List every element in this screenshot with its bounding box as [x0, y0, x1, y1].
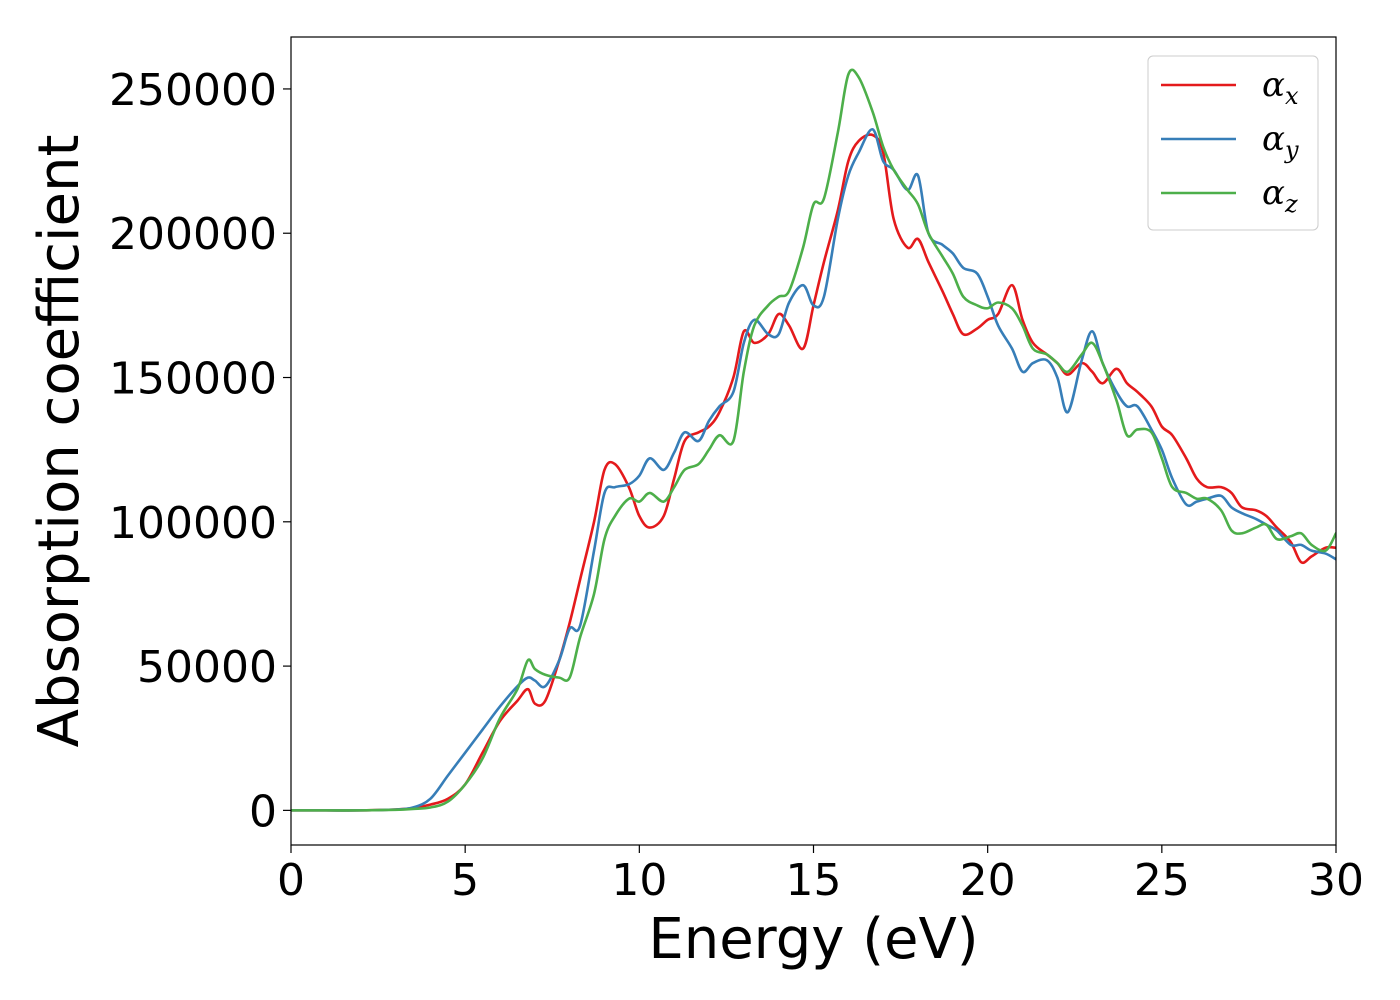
x-tick-label: 5: [451, 855, 479, 906]
series-line-y: [291, 128, 1336, 812]
x-tick-label: 30: [1308, 855, 1364, 906]
y-axis-label: Absorption coefficient: [27, 135, 92, 748]
y-tick-label: 200000: [109, 209, 277, 260]
x-tick-label: 15: [786, 855, 842, 906]
y-tick-label: 0: [249, 786, 277, 837]
y-tick-label: 50000: [137, 642, 277, 693]
series-line-z: [291, 68, 1336, 812]
x-tick-label: 25: [1134, 855, 1190, 906]
x-tick-label: 10: [611, 855, 667, 906]
x-tick-label: 20: [960, 855, 1016, 906]
series-layer: [291, 68, 1336, 812]
legend-label-y: αy: [1262, 119, 1299, 164]
legend-label-x: αx: [1262, 65, 1299, 110]
legend-label-z: αz: [1262, 173, 1298, 218]
y-tick-label: 150000: [109, 354, 277, 405]
legend-box: [1147, 55, 1319, 231]
x-tick-label: 0: [277, 855, 305, 906]
y-tick-label: 100000: [109, 498, 277, 549]
x-axis: 0 5 10 15 20 25 30: [277, 845, 1364, 906]
y-tick-label: 250000: [109, 65, 277, 116]
legend: αx αy αz: [1147, 55, 1319, 231]
x-axis-label: Energy (eV): [648, 907, 978, 972]
series-line-x: [291, 133, 1336, 812]
y-axis: 0 50000 100000 150000 200000 250000: [109, 65, 291, 837]
